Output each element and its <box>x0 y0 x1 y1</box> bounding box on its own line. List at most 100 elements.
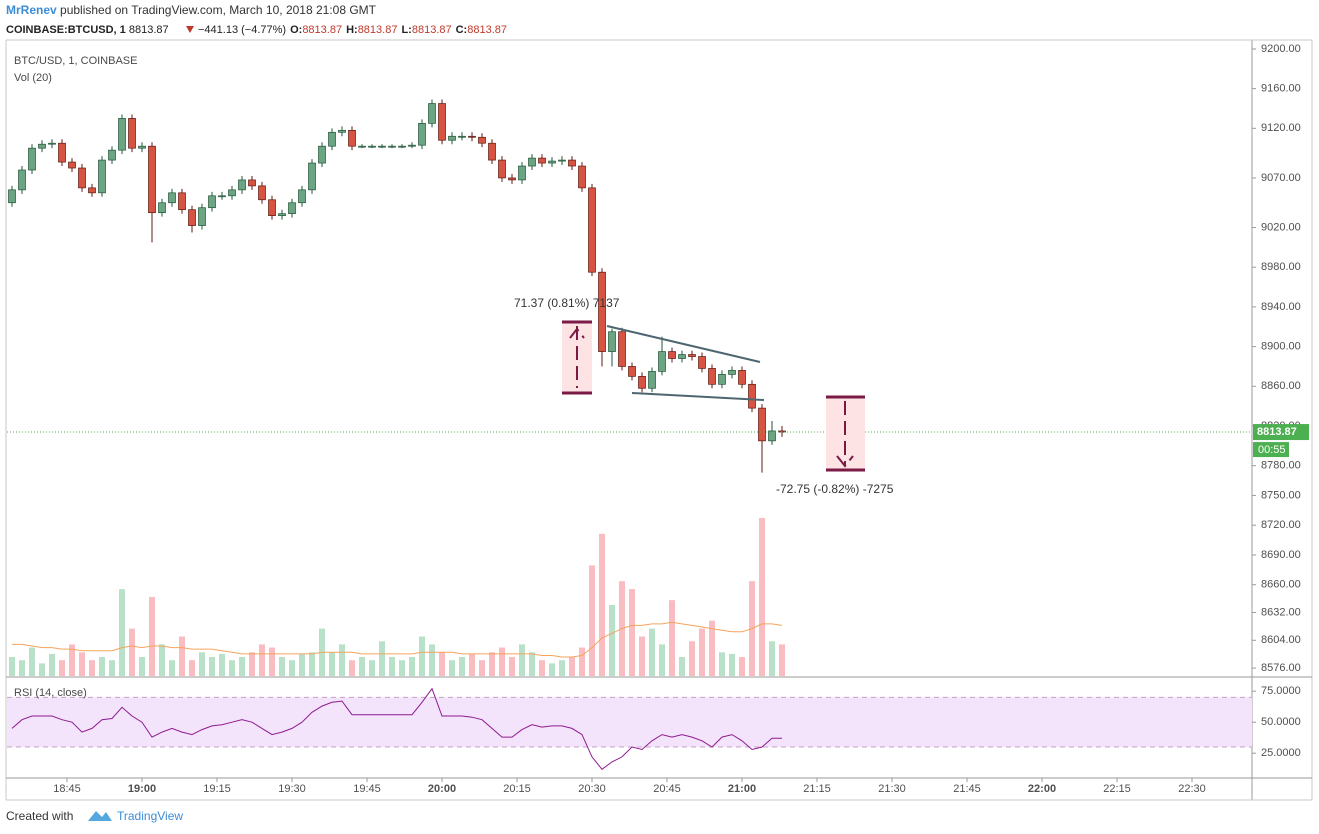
volume-bar <box>329 652 335 676</box>
volume-ma <box>12 621 783 658</box>
volume-bar <box>579 647 585 676</box>
x-tick-label: 20:30 <box>578 783 606 795</box>
candle-body <box>758 407 766 442</box>
logo <box>88 811 112 821</box>
rsi-legend: RSI (14, close) <box>14 687 87 699</box>
volume-bar <box>539 660 545 676</box>
price-pane <box>7 99 1252 473</box>
volume-bar <box>739 657 745 676</box>
candle-body <box>628 366 636 377</box>
candle-body <box>258 185 266 201</box>
y-tick-label: 9160.00 <box>1261 83 1301 95</box>
volume-bar <box>99 657 105 676</box>
volume-bar <box>459 657 465 676</box>
legend: BTC/USD, 1, COINBASE <box>14 55 137 67</box>
volume-bar <box>159 644 165 676</box>
candle-body <box>238 179 246 191</box>
symbol-name: COINBASE:BTCUSD, 1 <box>6 24 126 36</box>
candle-body <box>638 376 646 389</box>
volume-bar <box>399 660 405 676</box>
ohlc-label: C: <box>456 24 468 36</box>
volume-bar <box>259 644 265 676</box>
volume-bar <box>229 660 235 676</box>
volume-bar <box>609 604 615 676</box>
volume-bar <box>79 652 85 676</box>
volume-bar <box>689 641 695 676</box>
volume-bar <box>239 657 245 676</box>
volume-bar <box>219 653 225 676</box>
volume-bar <box>249 652 255 676</box>
y-tick-label: 8860.00 <box>1261 380 1301 392</box>
candle-body <box>158 202 166 214</box>
header: MrRenev published on TradingView.com, Ma… <box>6 3 377 17</box>
last-price-box <box>1253 424 1309 441</box>
ohlc-line: −441.13 (−4.77%) O:8813.87 H:8813.87 L:8813… <box>198 24 507 36</box>
candle-body <box>48 142 56 145</box>
candle-body <box>208 195 216 209</box>
candle-body <box>38 143 46 149</box>
volume-bar <box>379 641 385 676</box>
candle-body <box>288 202 296 215</box>
volume-bar <box>39 663 45 676</box>
volume-bar <box>189 660 195 676</box>
candle-body <box>698 356 706 369</box>
x-tick-label: 19:00 <box>128 783 156 795</box>
y-tick-label: 8660.00 <box>1261 579 1301 591</box>
volume-bar <box>719 652 725 676</box>
volume-bar <box>679 657 685 676</box>
candle-body <box>188 209 196 226</box>
candle-body <box>78 167 86 189</box>
volume-bar <box>709 620 715 676</box>
candle-body <box>228 189 236 197</box>
y-tick-label: 8632.00 <box>1261 606 1301 618</box>
footer-text: Created with <box>6 809 73 823</box>
volume-bar <box>419 636 425 676</box>
volume-bar <box>9 657 15 676</box>
symbol-line: COINBASE:BTCUSD, 1 8813.87 <box>6 24 169 36</box>
volume-bar <box>449 660 455 676</box>
y-tick-label: 8604.00 <box>1261 634 1301 646</box>
volume-bar <box>589 565 595 676</box>
volume-bar <box>569 657 575 676</box>
x-tick-label: 20:45 <box>653 783 681 795</box>
ohlc-label: O: <box>290 24 302 36</box>
volume-bar <box>109 660 115 676</box>
y-tick-label: 8720.00 <box>1261 519 1301 531</box>
axes: 9200.00 9160.00 9120.00 9070.00 9020.00 8980.… <box>53 43 1309 795</box>
volume-bar <box>149 597 155 676</box>
volume-bar <box>169 660 175 676</box>
ohlc-value: 8813.87 <box>302 24 342 36</box>
x-tick-label: 21:45 <box>953 783 981 795</box>
volume-bar <box>559 660 565 676</box>
candle-body <box>578 165 586 189</box>
volume-bar <box>599 533 605 676</box>
candle-body <box>518 165 526 181</box>
rsi-tick-label: 75.0000 <box>1261 685 1301 697</box>
volume-bar <box>129 628 135 676</box>
candle-body <box>688 354 696 357</box>
candle-body <box>318 145 326 164</box>
volume-pane <box>9 518 785 676</box>
candle-body <box>608 331 616 352</box>
y-tick-label: 8576.00 <box>1261 662 1301 674</box>
x-tick-label: 20:00 <box>428 783 456 795</box>
volume-bar <box>409 657 415 676</box>
ohlc-value: 8813.87 <box>358 24 398 36</box>
candle-body <box>428 103 436 124</box>
volume-bar <box>649 628 655 676</box>
y-tick-label: 9020.00 <box>1261 221 1301 233</box>
countdown-label: 00:55 <box>1258 444 1286 456</box>
x-tick-label: 22:30 <box>1178 783 1206 795</box>
volume-bar <box>299 653 305 676</box>
footer-brand[interactable]: TradingView <box>117 809 183 823</box>
x-tick-label: 22:00 <box>1028 783 1056 795</box>
candle-body <box>8 189 16 204</box>
candle-body <box>738 370 746 385</box>
candle-body <box>178 192 186 211</box>
candle-body <box>538 157 546 164</box>
x-tick-label: 22:15 <box>1103 783 1131 795</box>
candle-body <box>378 145 386 148</box>
x-tick-label: 19:45 <box>353 783 381 795</box>
trend-line <box>606 325 761 363</box>
candle-body <box>668 351 676 359</box>
